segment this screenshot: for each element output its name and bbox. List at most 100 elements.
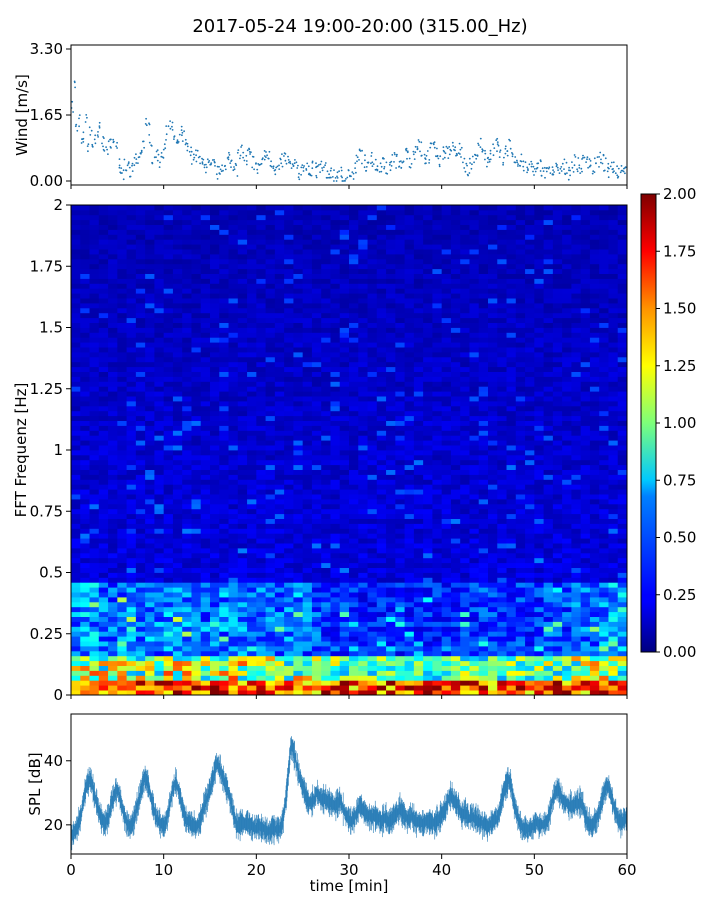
spectrogram-cell bbox=[145, 508, 155, 515]
spectrogram-cell bbox=[163, 572, 174, 578]
spectrogram-cell bbox=[247, 396, 257, 402]
wind-point bbox=[493, 147, 496, 150]
spectrogram-cell bbox=[219, 469, 229, 475]
spectrogram-cell bbox=[135, 352, 146, 358]
wind-point bbox=[221, 164, 224, 167]
spectrogram-cell bbox=[367, 332, 378, 338]
spectrogram-cell bbox=[163, 303, 174, 309]
spectrogram-cell bbox=[339, 347, 350, 353]
spectrogram-cell bbox=[358, 239, 368, 245]
spectrogram-cell bbox=[71, 303, 81, 309]
spectrogram-cell bbox=[265, 435, 276, 441]
spectrogram-cell bbox=[265, 548, 276, 554]
spectrogram-cell bbox=[330, 317, 341, 323]
wind-point bbox=[148, 122, 150, 125]
spectrogram-cell bbox=[172, 445, 183, 451]
spectrogram-cell bbox=[413, 337, 424, 343]
spectrogram-cell bbox=[460, 440, 470, 446]
spectrogram-cell bbox=[450, 601, 461, 608]
spectrogram-cell bbox=[80, 214, 90, 221]
spectrogram-cell bbox=[404, 552, 415, 559]
spectrogram-cell bbox=[395, 214, 405, 221]
spectrogram-cell bbox=[237, 459, 248, 466]
spectrogram-cell bbox=[154, 317, 165, 323]
spectrogram-cell bbox=[293, 577, 304, 583]
spectrogram-cell bbox=[265, 611, 276, 617]
spectrogram-cell bbox=[71, 283, 81, 289]
spectrogram-cell bbox=[395, 356, 405, 363]
spectrogram-cell bbox=[358, 425, 368, 431]
spectrogram-cell bbox=[200, 636, 211, 642]
spectrogram-cell bbox=[135, 690, 146, 696]
spectrogram-cell bbox=[321, 435, 331, 441]
spectrogram-cell bbox=[395, 234, 405, 240]
spectrogram-cell bbox=[441, 234, 452, 240]
spectrogram-cell bbox=[237, 680, 248, 686]
spectrogram-cell bbox=[71, 557, 81, 564]
spectrogram-cell bbox=[404, 675, 415, 681]
spectrogram-cell bbox=[182, 273, 192, 279]
spectrogram-cell bbox=[237, 214, 248, 221]
wind-point bbox=[176, 139, 179, 142]
spectrogram-cell bbox=[89, 474, 100, 480]
spectrogram-cell bbox=[413, 582, 424, 588]
spectrogram-cell bbox=[182, 347, 192, 353]
wind-point bbox=[488, 158, 491, 161]
wind-point bbox=[473, 161, 475, 164]
spectrogram-cell bbox=[163, 494, 174, 500]
wind-point bbox=[330, 167, 333, 170]
spectrogram-cell bbox=[423, 249, 433, 255]
spectrogram-cell bbox=[182, 454, 192, 461]
wind-point bbox=[536, 166, 539, 169]
spectrogram-cell bbox=[247, 548, 257, 554]
spectrogram-cell bbox=[460, 430, 470, 436]
spectrogram-cell bbox=[228, 376, 239, 382]
spectrogram-cell bbox=[450, 552, 461, 559]
spectrogram-cell bbox=[358, 293, 368, 299]
spectrogram-cell bbox=[89, 523, 100, 529]
spectrogram-cell bbox=[108, 229, 118, 235]
spectrogram-cell bbox=[302, 587, 313, 593]
spectrogram-cell bbox=[321, 293, 331, 299]
spectrogram-cell bbox=[219, 459, 229, 466]
spectrogram-cell bbox=[163, 665, 174, 671]
spectrogram-cell bbox=[228, 459, 239, 466]
spectrogram-cell bbox=[126, 430, 137, 436]
spectrogram-cell bbox=[302, 278, 313, 284]
spectrogram-cell bbox=[89, 312, 100, 319]
spectrogram-cell bbox=[71, 317, 81, 323]
spectrogram-cell bbox=[441, 518, 452, 524]
spectrogram-cell bbox=[460, 533, 470, 539]
spectrogram-cell bbox=[191, 557, 202, 564]
spectrogram-cell bbox=[302, 322, 313, 328]
spectrogram-cell bbox=[247, 474, 257, 480]
spectrogram-cell bbox=[256, 479, 266, 485]
spectrogram-cell bbox=[126, 263, 137, 270]
spectrogram-cell bbox=[172, 450, 183, 456]
spectrogram-cell bbox=[302, 503, 313, 510]
spectrogram-cell bbox=[200, 278, 211, 284]
spectrogram-cell bbox=[274, 396, 285, 402]
spectrogram-cell bbox=[349, 631, 359, 637]
spectrogram-cell bbox=[98, 582, 109, 588]
wind-point bbox=[290, 167, 293, 170]
spectrogram-cell bbox=[432, 219, 443, 225]
spectrogram-cell bbox=[135, 552, 146, 559]
spectrogram-cell bbox=[71, 616, 81, 622]
spectrogram-cell bbox=[98, 528, 109, 534]
spectrogram-cell bbox=[126, 621, 137, 627]
spectrogram-cell bbox=[311, 366, 322, 372]
spectrogram-cell bbox=[311, 660, 322, 666]
spectrogram-cell bbox=[182, 499, 192, 505]
spectrogram-cell bbox=[432, 670, 443, 676]
spectrogram-cell bbox=[126, 567, 137, 573]
spectrogram-cell bbox=[98, 205, 109, 211]
spectrogram-cell bbox=[367, 626, 378, 632]
spectrogram-cell bbox=[117, 322, 127, 328]
wind-point bbox=[571, 161, 573, 164]
spectrogram-cell bbox=[126, 356, 137, 363]
spectrogram-cell bbox=[182, 219, 192, 225]
wind-point bbox=[437, 157, 440, 160]
spectrogram-cell bbox=[98, 415, 109, 421]
spectrogram-cell bbox=[404, 601, 415, 608]
